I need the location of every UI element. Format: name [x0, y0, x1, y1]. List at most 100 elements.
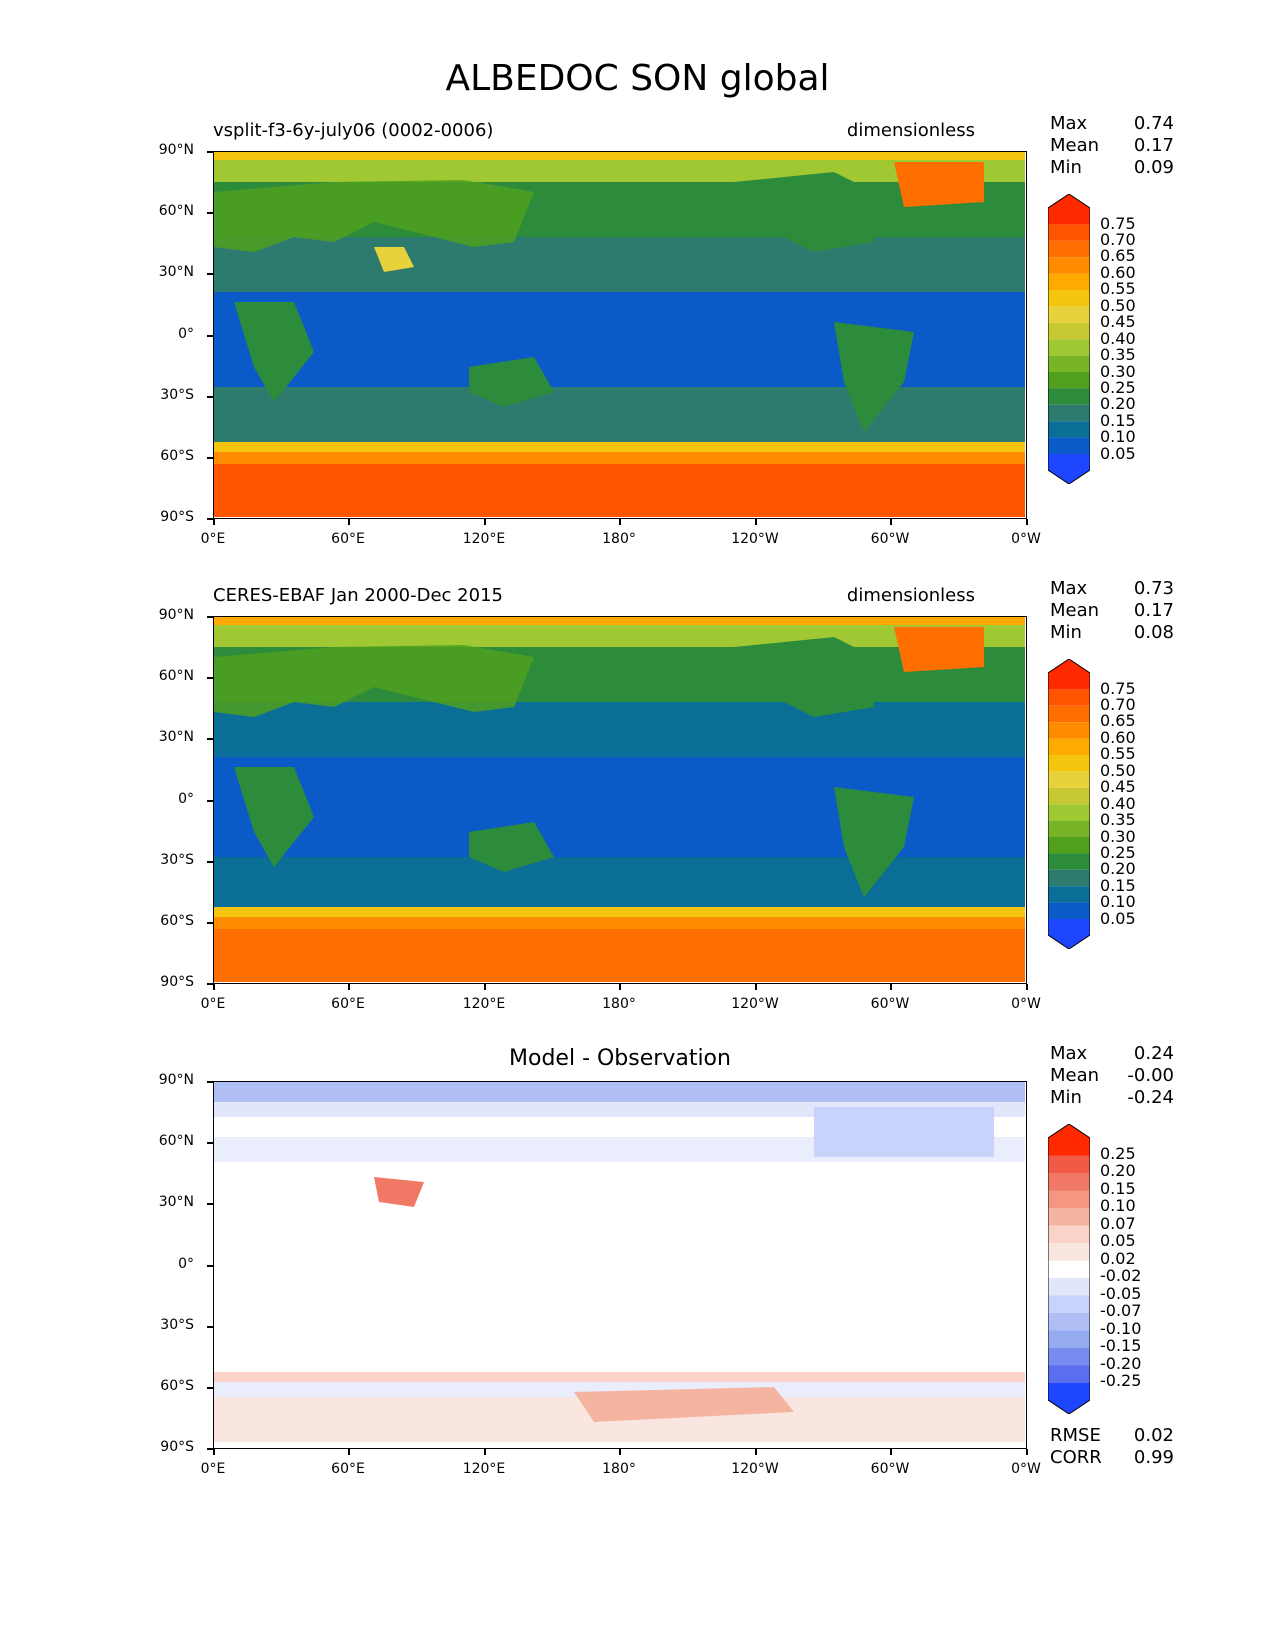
panel3-mean-label: Mean [1050, 1065, 1100, 1086]
panel3-corr-value: 0.99 [1133, 1447, 1174, 1468]
panel1-ytick-mark [207, 212, 213, 214]
panel1-xtick-mark [213, 519, 215, 525]
panel3-ytick-label: 90°N [158, 1072, 194, 1088]
panel2-ytick-label: 0° [178, 791, 194, 807]
panel2-ytick-mark [207, 738, 213, 740]
panel3-xtick-label: 0°W [1011, 1461, 1041, 1477]
panel1-cbar-label: 0.10 [1100, 427, 1136, 446]
panel1-xtick-mark [890, 519, 892, 525]
panel2-cbar-label: 0.35 [1100, 810, 1136, 829]
panel1-cbar-label: 0.25 [1100, 378, 1136, 397]
panel2-xtick-label: 0°E [200, 996, 226, 1012]
panel1-ytick-label: 60°N [158, 203, 194, 219]
panel1-cbar-label: 0.60 [1100, 263, 1136, 282]
panel1-cbar-label: 0.30 [1100, 362, 1136, 381]
panel3-xtick-mark [619, 1449, 621, 1455]
panel3-ytick-label: 30°N [158, 1194, 194, 1210]
panel1-xtick-label: 120°W [731, 531, 779, 547]
panel3-xtick-label: 180° [602, 1461, 636, 1477]
panel2-xtick-mark [1026, 984, 1028, 990]
panel3-xtick-mark [755, 1449, 757, 1455]
panel3-xtick-label: 120°W [731, 1461, 779, 1477]
panel3-cbar-label: 0.10 [1100, 1196, 1136, 1215]
panel3-xtick-label: 60°E [331, 1461, 365, 1477]
panel3-ytick-label: 90°S [160, 1439, 194, 1455]
panel2-xtick-label: 180° [602, 996, 636, 1012]
panel3-ytick-label: 30°S [160, 1317, 194, 1333]
panel2-ytick-label: 90°S [160, 974, 194, 990]
panel2-units: dimensionless [846, 585, 975, 606]
panel1-map [213, 151, 1027, 519]
panel3-cbar-label: 0.05 [1100, 1231, 1136, 1250]
panel2-cbar-label: 0.55 [1100, 744, 1136, 763]
panel3-cbar-label: 0.15 [1100, 1179, 1136, 1198]
panel3-colorbar [1047, 1123, 1091, 1418]
panel1-xtick-label: 60°E [331, 531, 365, 547]
panel1-model-title: vsplit-f3-6y-july06 (0002-0006) [213, 120, 494, 141]
panel1-xtick-label: 0°W [1011, 531, 1041, 547]
panel1-cbar-label: 0.75 [1100, 214, 1136, 233]
panel2-map [213, 616, 1027, 984]
panel2-xtick-mark [755, 984, 757, 990]
panel3-corr-label: CORR [1050, 1447, 1102, 1468]
panel3-cbar-label: -0.02 [1100, 1266, 1142, 1285]
panel1-cbar-label: 0.45 [1100, 312, 1136, 331]
panel3-xtick-label: 60°W [870, 1461, 910, 1477]
panel3-ytick-mark [207, 1203, 213, 1205]
panel1-max-label: Max [1050, 113, 1088, 134]
panel2-cbar-label: 0.50 [1100, 761, 1136, 780]
panel2-mean-value: 0.17 [1133, 600, 1174, 621]
panel2-cbar-label: 0.20 [1100, 859, 1136, 878]
panel2-ytick-label: 30°S [160, 852, 194, 868]
panel2-min-label: Min [1050, 622, 1082, 643]
panel2-ytick-mark [207, 861, 213, 863]
panel2-cbar-label: 0.75 [1100, 679, 1136, 698]
panel1-colorbar [1047, 193, 1091, 488]
panel3-mean-value: -0.00 [1127, 1065, 1174, 1086]
panel2-xtick-label: 60°E [331, 996, 365, 1012]
panel3-cbar-label: 0.07 [1100, 1214, 1136, 1233]
figure-title: ALBEDOC SON global [445, 58, 830, 99]
panel1-cbar-label: 0.70 [1100, 230, 1136, 249]
panel3-cbar-label: -0.15 [1100, 1336, 1142, 1355]
panel2-xtick-mark [890, 984, 892, 990]
panel2-cbar-label: 0.30 [1100, 827, 1136, 846]
panel3-xtick-label: 0°E [200, 1461, 226, 1477]
panel2-xtick-label: 120°W [731, 996, 779, 1012]
panel3-rmse-label: RMSE [1050, 1425, 1101, 1446]
panel1-cbar-label: 0.40 [1100, 329, 1136, 348]
panel3-xtick-mark [1026, 1449, 1028, 1455]
panel3-xtick-mark [890, 1449, 892, 1455]
panel3-diff-title: Model - Observation [509, 1046, 731, 1071]
panel2-cbar-label: 0.60 [1100, 728, 1136, 747]
panel2-mean-label: Mean [1050, 600, 1100, 621]
panel1-cbar-label: 0.50 [1100, 296, 1136, 315]
panel1-xtick-label: 60°W [870, 531, 910, 547]
panel1-max-value: 0.74 [1133, 113, 1174, 134]
panel3-cbar-label: -0.20 [1100, 1354, 1142, 1373]
panel1-cbar-label: 0.35 [1100, 345, 1136, 364]
panel2-cbar-label: 0.25 [1100, 843, 1136, 862]
panel3-cbar-label: -0.07 [1100, 1301, 1142, 1320]
panel2-ytick-label: 60°S [160, 913, 194, 929]
panel1-xtick-mark [484, 519, 486, 525]
panel3-ytick-mark [207, 1265, 213, 1267]
panel1-ytick-mark [207, 335, 213, 337]
panel3-cbar-label: 0.20 [1100, 1161, 1136, 1180]
panel2-cbar-label: 0.40 [1100, 794, 1136, 813]
panel1-cbar-label: 0.65 [1100, 246, 1136, 265]
panel3-cbar-label: 0.02 [1100, 1249, 1136, 1268]
panel2-cbar-label: 0.65 [1100, 711, 1136, 730]
panel3-min-label: Min [1050, 1087, 1082, 1108]
panel3-max-value: 0.24 [1133, 1043, 1174, 1064]
panel3-cbar-label: -0.05 [1100, 1284, 1142, 1303]
panel3-ytick-label: 60°N [158, 1133, 194, 1149]
panel1-mean-value: 0.17 [1133, 135, 1174, 156]
panel3-xtick-mark [213, 1449, 215, 1455]
panel2-colorbar [1047, 658, 1091, 953]
panel2-ytick-label: 90°N [158, 607, 194, 623]
panel2-cbar-label: 0.05 [1100, 909, 1136, 928]
panel1-ytick-label: 60°S [160, 448, 194, 464]
panel1-units: dimensionless [846, 120, 975, 141]
panel2-xtick-mark [213, 984, 215, 990]
